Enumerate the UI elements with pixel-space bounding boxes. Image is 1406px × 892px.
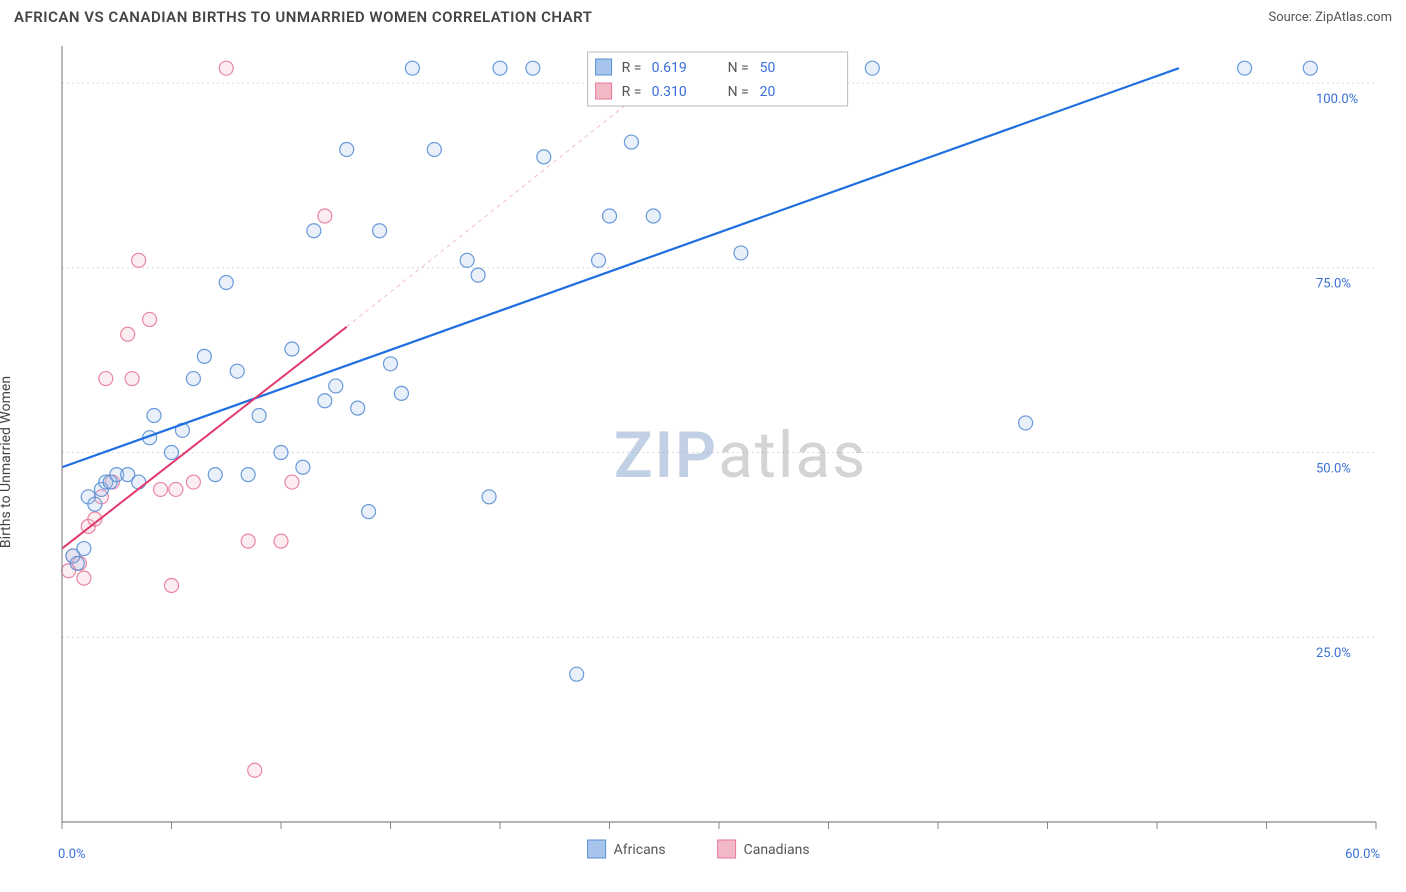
data-point: [394, 386, 408, 400]
svg-text:N =: N =: [728, 60, 749, 76]
svg-text:25.0%: 25.0%: [1316, 646, 1351, 661]
svg-text:60.0%: 60.0%: [1345, 847, 1380, 862]
data-point: [143, 312, 157, 326]
svg-text:20: 20: [760, 84, 776, 100]
data-point: [329, 379, 343, 393]
data-point: [307, 224, 321, 238]
data-point: [373, 224, 387, 238]
data-point: [147, 409, 161, 423]
chart-header: AFRICAN VS CANADIAN BIRTHS TO UNMARRIED …: [0, 0, 1406, 32]
data-point: [318, 394, 332, 408]
data-point: [362, 505, 376, 519]
data-point: [471, 268, 485, 282]
data-point: [460, 253, 474, 267]
svg-text:N =: N =: [728, 84, 749, 100]
data-point: [121, 327, 135, 341]
y-axis-label: Births to Unmarried Women: [0, 376, 14, 548]
regression-line-canadians-extended: [347, 83, 654, 327]
data-point: [340, 142, 354, 156]
data-point: [1238, 61, 1252, 75]
source-label: Source: ZipAtlas.com: [1268, 10, 1392, 25]
data-point: [125, 372, 139, 386]
data-point: [169, 482, 183, 496]
data-point: [208, 468, 222, 482]
data-point: [526, 61, 540, 75]
svg-text:0.0%: 0.0%: [58, 847, 86, 862]
data-point: [88, 497, 102, 511]
svg-text:100.0%: 100.0%: [1316, 92, 1358, 107]
data-point: [70, 556, 84, 570]
data-point: [230, 364, 244, 378]
svg-text:R =: R =: [622, 60, 642, 76]
data-point: [241, 468, 255, 482]
data-point: [219, 61, 233, 75]
legend-swatch: [588, 840, 606, 858]
data-point: [405, 61, 419, 75]
svg-text:50.0%: 50.0%: [1316, 461, 1351, 476]
svg-text:0.619: 0.619: [652, 60, 687, 76]
data-point: [77, 571, 91, 585]
data-point: [132, 475, 146, 489]
data-point: [646, 209, 660, 223]
svg-text:0.310: 0.310: [652, 84, 687, 100]
data-point: [77, 542, 91, 556]
data-point: [603, 209, 617, 223]
scatter-chart: 25.0% 50.0% 75.0% 100.0% 0.0% 60.0% R = 0.619 N …: [14, 42, 1392, 882]
regression-line-africans: [62, 68, 1179, 467]
data-point: [252, 409, 266, 423]
svg-text:R =: R =: [622, 84, 642, 100]
chart-title: AFRICAN VS CANADIAN BIRTHS TO UNMARRIED …: [14, 8, 592, 26]
data-point: [493, 61, 507, 75]
data-point: [248, 763, 262, 777]
data-point: [351, 401, 365, 415]
data-point: [1303, 61, 1317, 75]
data-point: [197, 349, 211, 363]
data-point: [570, 667, 584, 681]
data-point: [132, 253, 146, 267]
data-point: [186, 475, 200, 489]
data-point: [296, 460, 310, 474]
data-point: [865, 61, 879, 75]
svg-text:50: 50: [760, 60, 776, 76]
legend-swatch: [718, 840, 736, 858]
data-point: [624, 135, 638, 149]
data-point: [241, 534, 255, 548]
legend-label: Africans: [614, 842, 666, 858]
data-point: [165, 579, 179, 593]
data-point: [734, 246, 748, 260]
data-point: [274, 445, 288, 459]
data-point: [482, 490, 496, 504]
legend-label: Canadians: [744, 842, 810, 858]
data-point: [1019, 416, 1033, 430]
data-point: [285, 475, 299, 489]
data-point: [592, 253, 606, 267]
data-point: [165, 445, 179, 459]
data-point: [427, 142, 441, 156]
data-point: [99, 372, 113, 386]
data-point: [274, 534, 288, 548]
data-point: [537, 150, 551, 164]
chart-container: Births to Unmarried Women 25.0%50.0%75.0…: [14, 42, 1392, 882]
data-point: [285, 342, 299, 356]
data-point: [219, 275, 233, 289]
data-point: [154, 482, 168, 496]
data-point: [186, 372, 200, 386]
data-point: [318, 209, 332, 223]
data-point: [384, 357, 398, 371]
svg-text:75.0%: 75.0%: [1316, 277, 1351, 292]
